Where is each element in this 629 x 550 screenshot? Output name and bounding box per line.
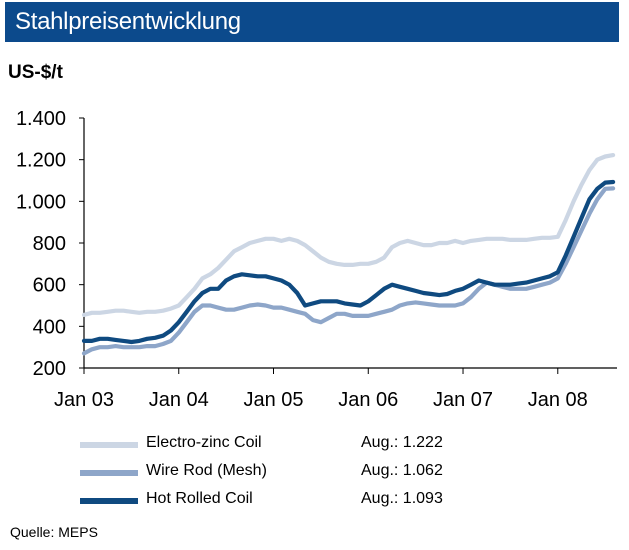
legend-value: Aug.: 1.062 xyxy=(361,462,443,479)
y-tick-labels: 200 400 600 800 1.000 1.200 1.400 xyxy=(16,108,66,380)
chart-axes xyxy=(79,117,617,374)
line-chart: 200 400 600 800 1.000 1.200 1.400 Jan 03 Jan 04… xyxy=(16,108,617,411)
series-lines xyxy=(81,153,616,356)
y-tick-label: 800 xyxy=(33,233,66,255)
y-tick-label: 1.000 xyxy=(16,191,66,213)
series-line-hot-rolled-coil xyxy=(81,179,616,345)
x-tick-label: Jan 07 xyxy=(433,389,493,411)
y-tick-label: 1.200 xyxy=(16,150,66,172)
legend-swatch xyxy=(80,470,138,476)
legend-label: Electro-zinc Coil xyxy=(146,434,262,451)
legend-swatch xyxy=(80,442,138,448)
legend-label: Wire Rod (Mesh) xyxy=(146,462,267,479)
y-tick-label: 1.400 xyxy=(16,108,66,130)
series-line-wire-rod-mesh xyxy=(81,186,616,356)
x-tick-label: Jan 06 xyxy=(338,389,398,411)
y-tick-label: 600 xyxy=(33,275,66,297)
legend-value: Aug.: 1.222 xyxy=(361,434,443,451)
legend-swatch xyxy=(80,498,138,504)
series-line-electro-zinc-coil xyxy=(81,153,616,317)
y-tick-label: 200 xyxy=(33,358,66,380)
x-tick-labels: Jan 03 Jan 04 Jan 05 Jan 06 Jan 07 Jan 08 xyxy=(54,389,588,411)
unit-label: US-$/t xyxy=(8,62,63,83)
chart-title: Stahlpreisentwicklung xyxy=(15,8,241,35)
legend-label: Hot Rolled Coil xyxy=(146,490,253,507)
source-note: Quelle: MEPS xyxy=(10,524,98,540)
title-bar: Stahlpreisentwicklung xyxy=(5,2,619,42)
x-tick-label: Jan 05 xyxy=(243,389,303,411)
y-tick-label: 400 xyxy=(33,316,66,338)
x-tick-label: Jan 03 xyxy=(54,389,114,411)
legend-value: Aug.: 1.093 xyxy=(361,490,443,507)
x-tick-label: Jan 04 xyxy=(149,389,209,411)
x-tick-label: Jan 08 xyxy=(528,389,588,411)
